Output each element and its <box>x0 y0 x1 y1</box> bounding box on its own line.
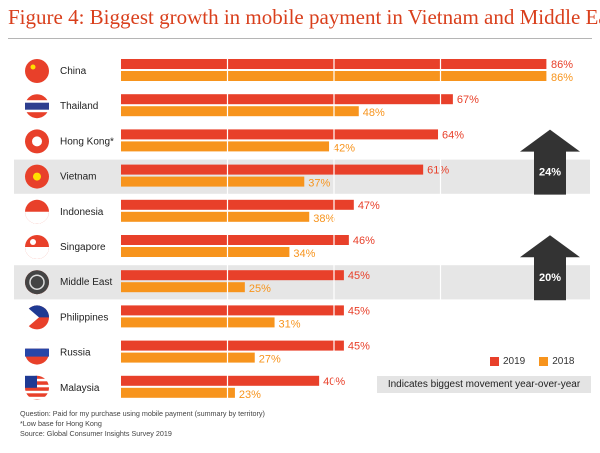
title-divider <box>8 38 592 39</box>
chart-title: Figure 4: Biggest growth in mobile payme… <box>8 5 600 29</box>
vietnam-flag-star <box>33 172 41 181</box>
value-label-2018-philippines: 31% <box>279 318 301 330</box>
bar-2019-indonesia <box>121 199 354 210</box>
value-label-2019-indonesia: 47% <box>358 200 380 212</box>
value-label-2018-indonesia: 38% <box>313 213 335 225</box>
growth-label-vietnam: 24% <box>539 167 561 179</box>
value-label-2018-thailand: 48% <box>363 107 385 119</box>
legend-label-2019: 2019 <box>503 356 526 367</box>
bar-2018-singapore <box>121 247 290 257</box>
footnotes: Question: Paid for my purchase using mob… <box>20 409 265 439</box>
bar-2018-middle-east <box>121 282 245 293</box>
bar-2019-vietnam <box>121 164 424 175</box>
up-arrow-icon <box>520 129 580 195</box>
singapore-flag-white-half <box>25 247 49 259</box>
category-label-vietnam: Vietnam <box>60 172 97 183</box>
value-label-2019-china: 86% <box>551 59 573 71</box>
bar-2018-vietnam <box>121 176 305 187</box>
china-flag-icon <box>25 59 49 83</box>
bar-chart: 86%86% China 67% 48% Thailand 64% 42% Hong Kong… <box>14 54 590 404</box>
bar-2019-russia <box>121 340 344 351</box>
malaysia-flag-canton <box>25 375 37 388</box>
value-label-2019-middle-east: 45% <box>348 270 370 282</box>
category-label-singapore: Singapore <box>60 242 106 253</box>
up-arrow-icon <box>520 235 580 301</box>
legend-swatch-2018 <box>539 357 549 366</box>
category-label-indonesia: Indonesia <box>60 207 104 218</box>
legend-item-2019: 2019 <box>490 356 525 367</box>
singapore-flag-crescent <box>30 239 36 245</box>
category-label-thailand: Thailand <box>60 101 98 112</box>
value-label-2019-vietnam: 61% <box>427 165 449 177</box>
footnote-question: Question: Paid for my purchase using mob… <box>20 409 265 418</box>
legend-item-2018: 2018 <box>539 356 575 367</box>
russia-flag-white-band <box>25 340 49 349</box>
bar-2019-hong-kong <box>121 129 439 140</box>
legend-swatch-2019 <box>490 357 499 366</box>
value-label-2019-hong-kong: 64% <box>442 129 464 141</box>
footnote-source: Source: Global Consumer Insights Survey … <box>20 429 172 438</box>
value-label-2018-malaysia: 23% <box>239 389 261 401</box>
bar-2019-middle-east <box>121 270 344 281</box>
bar-2019-philippines <box>121 305 344 316</box>
category-label-china: China <box>60 66 87 77</box>
indonesia-flag-white-half <box>25 211 49 224</box>
value-label-2018-hong-kong: 42% <box>333 142 355 154</box>
china-flag-star <box>30 64 36 70</box>
footnote-low-base: *Low base for Hong Kong <box>20 419 102 428</box>
movement-note: Indicates biggest movement year-over-yea… <box>377 376 591 393</box>
bar-2019-malaysia <box>121 375 320 386</box>
value-label-2018-singapore: 34% <box>293 248 315 260</box>
value-label-2018-russia: 27% <box>259 354 281 366</box>
value-label-2019-philippines: 45% <box>348 305 370 317</box>
value-label-2018-middle-east: 25% <box>249 283 271 295</box>
bar-2018-malaysia <box>121 387 235 398</box>
bar-2018-russia <box>121 352 255 363</box>
category-label-hong-kong: Hong Kong* <box>60 136 114 147</box>
category-label-malaysia: Malaysia <box>60 383 100 394</box>
middle-east-globe-base <box>25 270 49 295</box>
bar-2018-hong-kong <box>121 141 330 152</box>
russia-flag-blue-band <box>25 348 49 357</box>
value-label-2019-russia: 45% <box>348 341 370 353</box>
category-label-middle-east: Middle East <box>60 277 112 288</box>
bar-2018-indonesia <box>121 211 310 222</box>
thailand-flag-blue-band <box>25 102 49 110</box>
bar-2019-singapore <box>121 235 349 245</box>
value-label-2018-vietnam: 37% <box>308 178 330 190</box>
malaysia-flag-stripe <box>25 396 49 400</box>
category-label-philippines: Philippines <box>60 312 108 323</box>
hong-kong-flag-flower <box>32 136 42 147</box>
bar-2018-philippines <box>121 317 275 328</box>
growth-label-middle-east: 20% <box>539 272 561 284</box>
philippines-flag-triangle <box>25 305 39 330</box>
malaysia-flag-stripe <box>25 390 49 394</box>
legend: 2019 2018 <box>490 356 589 367</box>
legend-label-2018: 2018 <box>552 356 575 367</box>
bar-2019-thailand <box>121 94 453 105</box>
value-label-2019-thailand: 67% <box>457 94 479 106</box>
bar-2018-thailand <box>121 106 359 117</box>
value-label-2018-china: 86% <box>551 72 573 84</box>
category-label-russia: Russia <box>60 348 91 359</box>
middle-east-globe-ring <box>29 274 45 290</box>
value-label-2019-singapore: 46% <box>353 235 375 247</box>
